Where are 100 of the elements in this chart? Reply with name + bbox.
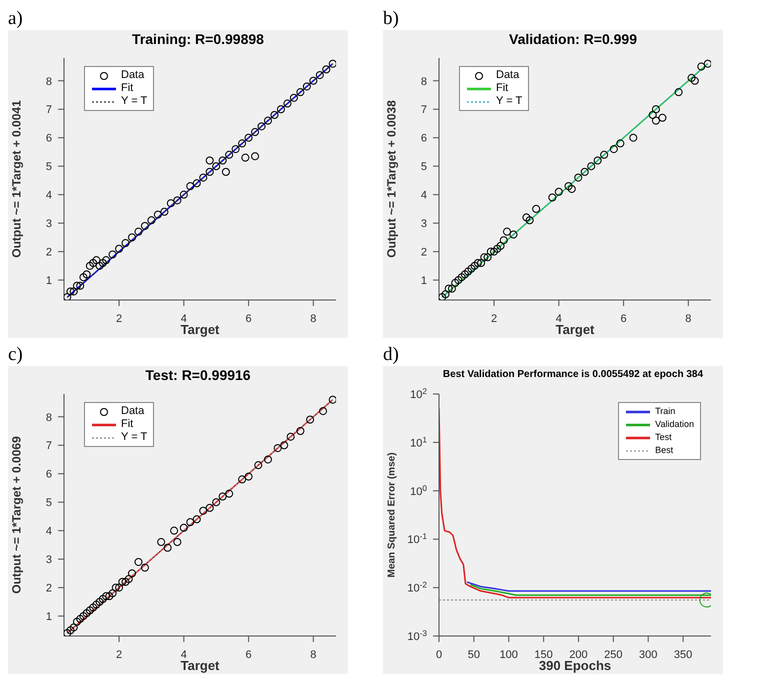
point: [286, 432, 295, 441]
point: [319, 407, 328, 416]
y-tick-label: 5: [420, 161, 427, 174]
point: [192, 515, 201, 524]
x-tick-label: 4: [180, 313, 187, 325]
point: [251, 128, 260, 136]
point: [500, 236, 508, 244]
y-tick-label: 1: [46, 275, 52, 288]
point: [283, 100, 292, 108]
point: [444, 284, 453, 293]
y-axis-title: Output ~= 1*Target + 0.0041: [9, 100, 24, 258]
point: [238, 139, 246, 148]
point: [328, 60, 336, 68]
point: [122, 578, 130, 586]
point: [79, 273, 88, 282]
point: [96, 598, 104, 606]
y-tick-label: 5: [46, 161, 52, 174]
point: [70, 287, 78, 296]
y-tick-label: 10$^{0}$: [410, 483, 428, 498]
y-tick-label: 1: [420, 275, 427, 288]
point: [594, 156, 602, 164]
x-axis-title: Target: [180, 322, 220, 337]
point: [554, 188, 563, 196]
x-tick-label: 150: [534, 649, 553, 661]
text: a): [8, 8, 24, 30]
point: [76, 282, 84, 290]
point: [522, 213, 530, 222]
point: [496, 242, 505, 250]
x-tick-label: 0: [436, 649, 442, 661]
point: [86, 262, 94, 270]
y-tick-label: 4: [46, 526, 52, 538]
y-tick-label: 2: [420, 246, 427, 259]
point: [118, 578, 126, 586]
x-tick-label: 2: [116, 649, 122, 661]
point: [98, 594, 107, 603]
point: [92, 256, 100, 264]
x-axis-title: Target: [556, 322, 596, 337]
legend-label: Data: [121, 69, 144, 82]
legend-label: Data: [496, 69, 520, 82]
point: [122, 239, 130, 248]
legend-label: Data: [121, 405, 144, 418]
point: [629, 134, 638, 142]
point: [82, 270, 91, 278]
point: [206, 504, 214, 512]
y-tick-label: 7: [46, 104, 52, 116]
y-tick-label: 8: [46, 76, 52, 88]
point: [108, 250, 117, 258]
point: [134, 558, 142, 566]
point: [568, 184, 576, 193]
point: [658, 114, 666, 122]
y-tick-label: 10$^{-2}$: [407, 580, 428, 595]
y-tick-label: 5: [46, 497, 52, 510]
point: [115, 244, 124, 253]
point: [89, 258, 98, 267]
point: [652, 116, 660, 125]
point: [503, 228, 511, 236]
point: [509, 230, 518, 239]
point: [264, 455, 272, 464]
point: [697, 62, 706, 71]
point: [102, 256, 110, 264]
point: [264, 116, 272, 125]
point: [72, 618, 81, 626]
x-tick-label: 4: [556, 313, 562, 325]
point: [212, 162, 220, 170]
point: [448, 284, 456, 293]
point: [105, 592, 114, 600]
point: [124, 575, 133, 584]
text: b): [383, 8, 400, 30]
point: [225, 490, 234, 498]
point: [89, 604, 98, 612]
point: [64, 629, 72, 636]
point: [441, 290, 450, 298]
y-tick-label: 7: [420, 104, 427, 116]
x-axis-title: 390 Epochs: [538, 658, 612, 673]
point: [316, 71, 324, 80]
point: [115, 584, 124, 592]
y-axis-title: Output ~= 1*Target + 0.0069: [9, 436, 24, 594]
point: [474, 258, 482, 267]
y-tick-label: 10$^{-3}$: [407, 628, 428, 643]
point: [102, 592, 110, 600]
point: [526, 216, 534, 224]
legend-label: Fit: [121, 418, 134, 431]
point: [241, 154, 250, 162]
point: [238, 475, 246, 484]
point: [290, 94, 298, 102]
y-tick-label: 6: [420, 132, 427, 145]
point: [296, 88, 304, 96]
text: c): [8, 344, 24, 366]
y-tick-label: 6: [46, 468, 52, 481]
x-tick-label: 300: [639, 649, 658, 661]
legend-label: Best: [655, 444, 674, 457]
point: [86, 606, 94, 614]
point: [64, 293, 72, 300]
point: [296, 427, 304, 436]
point: [186, 182, 194, 190]
point: [439, 293, 446, 300]
point: [470, 262, 479, 270]
point: [180, 524, 188, 532]
point: [232, 145, 240, 154]
point: [244, 134, 253, 142]
